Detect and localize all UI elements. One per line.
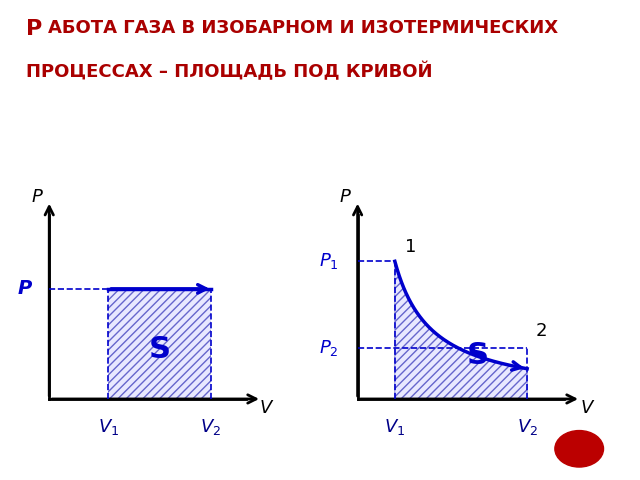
Text: $V_1$: $V_1$ — [384, 417, 405, 437]
Text: V: V — [581, 399, 593, 417]
Text: $P_1$: $P_1$ — [319, 252, 339, 271]
Text: 1: 1 — [405, 238, 417, 256]
Text: $V_2$: $V_2$ — [200, 417, 221, 437]
Text: ПРОЦЕССАХ – ПЛОЩАДЬ ПОД КРИВОЙ: ПРОЦЕССАХ – ПЛОЩАДЬ ПОД КРИВОЙ — [26, 62, 432, 82]
Text: Р: Р — [26, 19, 42, 39]
Text: $V_1$: $V_1$ — [98, 417, 119, 437]
Polygon shape — [395, 261, 527, 399]
Text: P: P — [17, 279, 31, 299]
Text: 2: 2 — [536, 322, 547, 340]
Text: V: V — [260, 399, 272, 417]
Text: P: P — [340, 188, 351, 206]
Text: АБОТА ГАЗА В ИЗОБАРНОМ И ИЗОТЕРМИЧЕСКИХ: АБОТА ГАЗА В ИЗОБАРНОМ И ИЗОТЕРМИЧЕСКИХ — [48, 19, 558, 37]
Text: S: S — [148, 335, 170, 364]
Bar — [108, 289, 211, 399]
Text: $V_2$: $V_2$ — [516, 417, 538, 437]
Text: S: S — [467, 341, 488, 370]
Text: P: P — [32, 188, 43, 206]
Text: $P_2$: $P_2$ — [319, 337, 339, 358]
